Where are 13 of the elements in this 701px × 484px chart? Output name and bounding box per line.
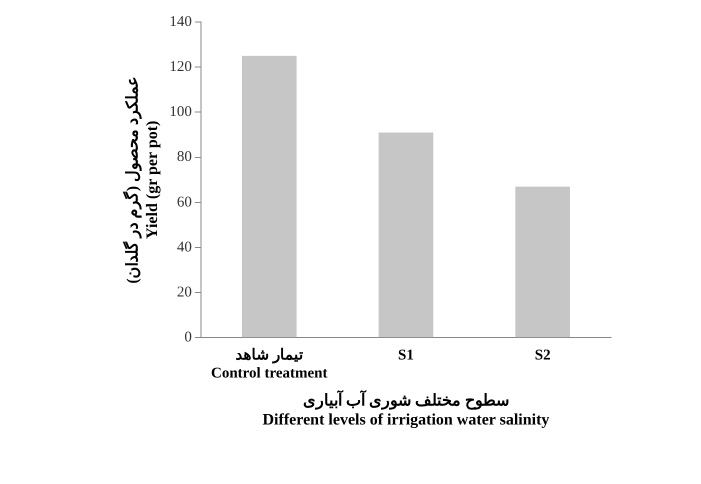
y-tick-label: 80	[176, 149, 192, 166]
bar	[242, 56, 297, 338]
bar	[515, 186, 570, 338]
y-tick-label: 0	[184, 330, 192, 346]
x-tick-label: S1	[398, 347, 414, 364]
y-tick-label: 60	[176, 194, 192, 210]
y-tick-label: 140	[169, 14, 192, 30]
y-tick-label: 20	[176, 284, 192, 300]
y-tick-label: 40	[176, 239, 192, 256]
x-tick-label: S2	[534, 347, 551, 364]
y-tick-label: 100	[169, 104, 192, 120]
y-tick-label: 120	[169, 59, 192, 76]
bar	[378, 132, 434, 338]
